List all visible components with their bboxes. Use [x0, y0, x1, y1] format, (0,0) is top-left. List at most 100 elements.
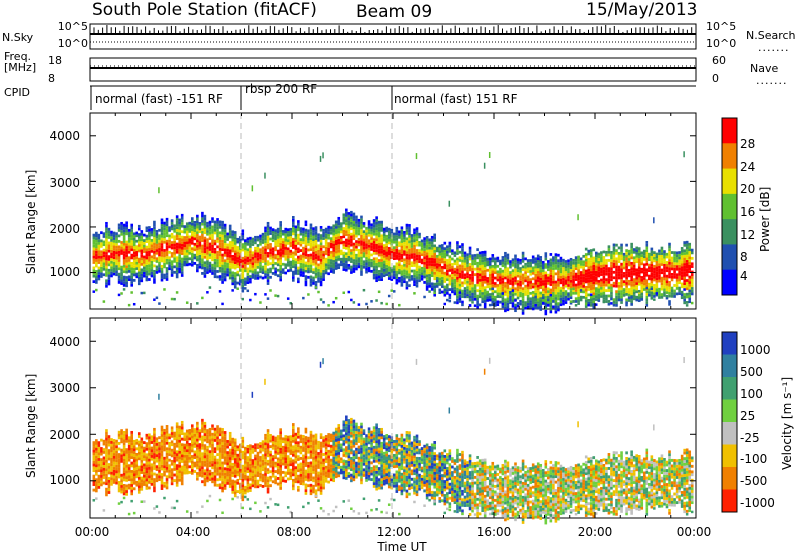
- power-cell: [433, 258, 436, 261]
- power-cell: [216, 275, 219, 279]
- power-cell: [521, 265, 525, 269]
- power-cell: [302, 246, 305, 250]
- power-cell: [501, 277, 505, 281]
- velocity-cell: [163, 428, 166, 432]
- power-cell: [370, 259, 373, 262]
- power-cell: [443, 271, 447, 275]
- power-cell: [615, 292, 618, 296]
- power-cell: [294, 244, 298, 248]
- power-cell: [617, 271, 621, 274]
- power-cell: [440, 246, 444, 250]
- power-cell: [112, 256, 116, 260]
- power-cell: [286, 231, 290, 234]
- power-cell: [155, 238, 159, 241]
- power-cell: [145, 262, 149, 265]
- velocity-cell: [153, 472, 156, 476]
- power-cell: [143, 274, 146, 278]
- power-cell: [292, 237, 295, 241]
- power-cell: [256, 263, 260, 267]
- power-cell: [324, 233, 328, 236]
- power-cell: [334, 296, 338, 300]
- power-cell: [319, 275, 323, 279]
- velocity-cell: [92, 446, 96, 450]
- power-cell: [544, 285, 548, 288]
- velocity-cell: [150, 468, 154, 472]
- power-cell: [496, 273, 500, 276]
- velocity-cell: [140, 451, 144, 455]
- power-cell: [680, 266, 684, 269]
- power-cell: [615, 268, 618, 272]
- power-cell: [569, 268, 573, 272]
- power-cell: [165, 223, 169, 227]
- power-cell: [572, 280, 575, 284]
- power-cell: [163, 276, 166, 280]
- power-cell: [264, 172, 266, 179]
- power-cell: [579, 276, 583, 280]
- power-cell: [408, 232, 411, 236]
- power-cell: [514, 303, 517, 307]
- power-cell: [380, 245, 383, 249]
- power-cell: [145, 253, 149, 257]
- power-cell: [314, 239, 318, 243]
- power-cell: [244, 266, 247, 270]
- power-cell: [256, 276, 260, 280]
- power-cell: [145, 270, 149, 274]
- velocity-cell: [100, 466, 103, 470]
- power-cell: [218, 266, 222, 270]
- power-cell: [218, 258, 222, 262]
- power-cell: [279, 264, 282, 268]
- power-cell: [370, 264, 373, 268]
- power-cell: [562, 258, 565, 262]
- power-cell: [173, 259, 176, 263]
- power-cell: [440, 249, 444, 253]
- power-cell: [357, 254, 361, 258]
- power-cell: [127, 264, 131, 268]
- power-cell: [468, 246, 472, 250]
- power-cell: [453, 251, 457, 255]
- power-cell: [617, 273, 621, 277]
- power-cell: [529, 305, 532, 309]
- power-cell: [107, 277, 111, 280]
- power-cell: [499, 287, 502, 290]
- power-cell: [158, 239, 161, 243]
- power-cell: [605, 259, 608, 262]
- velocity-cell: [170, 473, 174, 477]
- power-cell: [678, 289, 681, 293]
- velocity-cell: [150, 474, 154, 478]
- power-cell: [92, 252, 96, 256]
- power-cell: [201, 250, 204, 253]
- power-cell: [365, 240, 368, 244]
- power-cell: [494, 298, 497, 302]
- power-cell: [324, 257, 328, 261]
- power-cell: [170, 227, 174, 231]
- power-cell: [685, 287, 689, 291]
- power-cell: [655, 258, 659, 261]
- power-cell: [458, 300, 462, 303]
- power-cell: [557, 267, 560, 271]
- velocity-cell: [170, 479, 174, 483]
- power-cell: [324, 263, 328, 267]
- power-cell: [430, 268, 434, 272]
- power-cell: [665, 252, 669, 256]
- power-cell: [544, 274, 548, 277]
- power-cell: [228, 246, 232, 250]
- velocity-cell: [110, 463, 113, 467]
- velocity-cell: [135, 452, 139, 456]
- power-cell: [233, 285, 237, 289]
- power-cell: [587, 301, 591, 305]
- power-cell: [352, 261, 356, 265]
- power-cell: [299, 249, 303, 252]
- power-cell: [246, 281, 250, 285]
- power-cell: [127, 237, 131, 240]
- power-cell: [327, 253, 330, 256]
- power-cell: [685, 295, 689, 299]
- power-cell: [92, 261, 96, 264]
- power-cell: [405, 273, 409, 276]
- power-cell: [668, 275, 671, 279]
- power-cell: [324, 238, 328, 242]
- power-cell: [350, 213, 353, 217]
- power-cell: [637, 266, 641, 270]
- velocity-cell: [115, 481, 118, 485]
- power-cell: [183, 225, 187, 229]
- power-cell: [481, 251, 484, 254]
